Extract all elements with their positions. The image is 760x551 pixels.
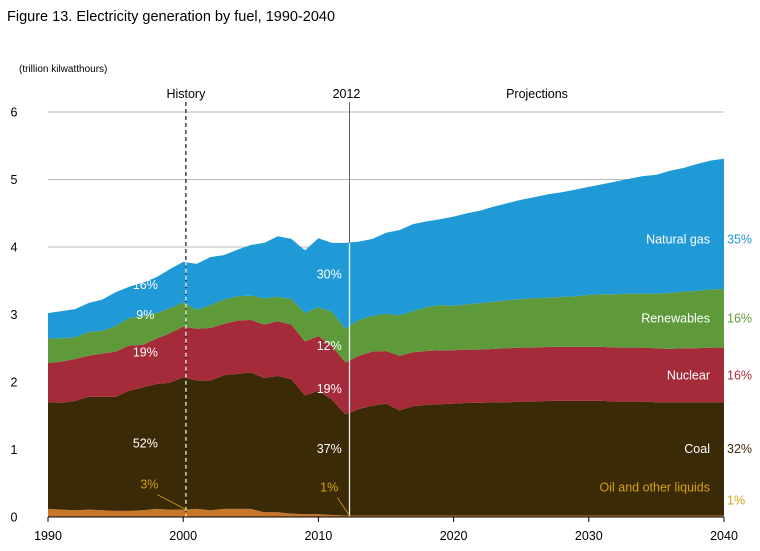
units-label: (trillion kilwatthours) bbox=[19, 64, 107, 75]
x-tick-label-2030: 2030 bbox=[575, 529, 603, 543]
share-label-nuclear-2012: 19% bbox=[317, 382, 342, 396]
y-tick-label-4: 4 bbox=[11, 241, 18, 255]
share-label-renewables-2012: 12% bbox=[317, 339, 342, 353]
series-name-nuclear: Nuclear bbox=[667, 368, 710, 382]
x-tick-label-2000: 2000 bbox=[169, 529, 197, 543]
area-natural-gas bbox=[48, 158, 724, 339]
share-2040-coal: 32% bbox=[727, 442, 752, 456]
share-label-nuclear-2000: 19% bbox=[133, 345, 158, 359]
y-tick-label-0: 0 bbox=[11, 511, 18, 525]
y-tick-label-5: 5 bbox=[11, 173, 18, 187]
y-tick-label-1: 1 bbox=[11, 443, 18, 457]
share-2040-oil-and-other-liquids: 1% bbox=[727, 493, 745, 507]
y-tick-label-2: 2 bbox=[11, 376, 18, 390]
area-renewables bbox=[48, 288, 724, 364]
x-tick-label-2040: 2040 bbox=[710, 529, 738, 543]
share-label-natural-gas-2000: 16% bbox=[133, 278, 158, 292]
area-coal bbox=[48, 372, 724, 516]
projections-label: Projections bbox=[506, 87, 568, 101]
share-label-natural-gas-2012: 30% bbox=[317, 268, 342, 282]
area-nuclear bbox=[48, 319, 724, 415]
leader-line-oil-2012 bbox=[336, 497, 350, 516]
marker-label-2012: 2012 bbox=[333, 87, 361, 101]
marker-label-history: History bbox=[166, 87, 206, 101]
share-label-renewables-2000: 9% bbox=[136, 308, 154, 322]
y-tick-label-3: 3 bbox=[11, 308, 18, 322]
series-name-coal: Coal bbox=[684, 442, 710, 456]
leader-line-oil-2000 bbox=[157, 494, 187, 510]
share-label-oil-and-other-liquids-2000: 3% bbox=[140, 478, 158, 492]
series-name-oil-and-other-liquids: Oil and other liquids bbox=[600, 480, 710, 494]
x-tick-label-2010: 2010 bbox=[304, 529, 332, 543]
area-oil-and-other-liquids bbox=[48, 508, 724, 517]
share-2040-nuclear: 16% bbox=[727, 368, 752, 382]
share-2040-natural-gas: 35% bbox=[727, 233, 752, 247]
share-2040-renewables: 16% bbox=[727, 312, 752, 326]
y-tick-label-6: 6 bbox=[11, 106, 18, 120]
share-label-oil-and-other-liquids-2012: 1% bbox=[320, 480, 338, 494]
x-tick-label-1990: 1990 bbox=[34, 529, 62, 543]
share-label-coal-2012: 37% bbox=[317, 442, 342, 456]
series-name-renewables: Renewables bbox=[641, 312, 710, 326]
share-label-coal-2000: 52% bbox=[133, 436, 158, 450]
chart-title: Figure 13. Electricity generation by fue… bbox=[7, 9, 335, 25]
series-name-natural-gas: Natural gas bbox=[646, 233, 710, 247]
x-tick-label-2020: 2020 bbox=[440, 529, 468, 543]
